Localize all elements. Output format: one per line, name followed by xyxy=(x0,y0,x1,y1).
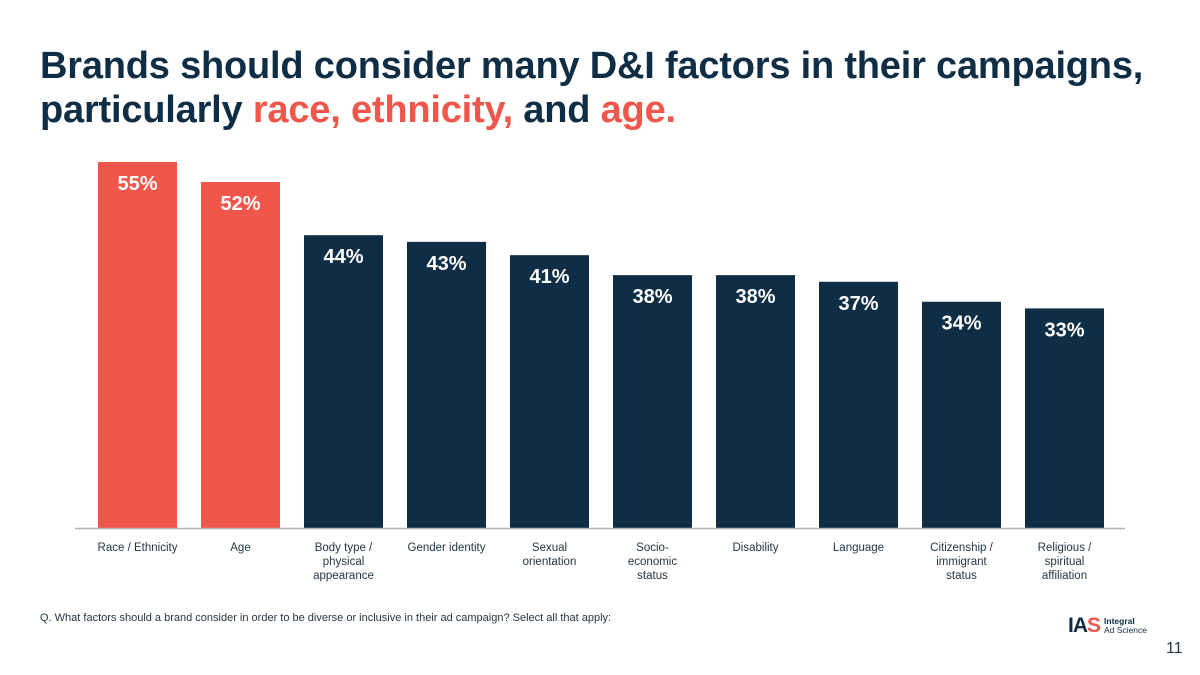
category-label-7-line-0: Language xyxy=(833,542,884,554)
title-highlight-ethnicity: ethnicity, xyxy=(350,89,513,131)
category-label-9-line-2: affiliation xyxy=(1042,570,1087,582)
bar-6 xyxy=(716,275,795,528)
bar-value-label-0: 55% xyxy=(117,173,157,195)
category-label-8-line-2: status xyxy=(946,570,977,582)
page-number: 11 xyxy=(1166,640,1183,657)
survey-question-footnote: Q. What factors should a brand consider … xyxy=(40,612,612,624)
category-label-8-line-0: Citizenship / xyxy=(930,542,993,554)
bar-value-label-7: 37% xyxy=(838,293,878,315)
title-text-particularly: particularly xyxy=(40,89,253,131)
title-highlight-age: age. xyxy=(600,89,676,131)
category-label-5-line-0: Socio- xyxy=(636,542,669,554)
bar-9 xyxy=(1025,308,1104,528)
category-label-6-line-0: Disability xyxy=(732,542,778,554)
category-label-4-line-0: Sexual xyxy=(532,542,567,554)
bar-8 xyxy=(922,301,1001,528)
category-label-0-line-0: Race / Ethnicity xyxy=(98,542,178,554)
logo-mark-s: S xyxy=(1087,614,1101,637)
bar-value-label-1: 52% xyxy=(220,193,260,215)
bar-5 xyxy=(613,275,692,528)
category-label-4-line-1: orientation xyxy=(523,556,577,568)
logo-mark: IAS xyxy=(1068,614,1101,638)
category-label-2-line-0: Body type / xyxy=(315,542,373,554)
category-label-9-line-1: spiritual xyxy=(1045,556,1085,568)
category-label-2-line-2: appearance xyxy=(313,570,374,582)
title-line-1: Brands should consider many D&I factors … xyxy=(40,45,1144,87)
category-label-5-line-1: economic xyxy=(628,556,677,568)
category-label-8-line-1: immigrant xyxy=(936,556,987,568)
bar-1 xyxy=(201,181,280,529)
bar-7 xyxy=(819,281,898,528)
title-text-and: and xyxy=(523,89,591,131)
bar-value-label-4: 41% xyxy=(529,266,569,288)
logo-wordmark: Integral Ad Science xyxy=(1104,617,1147,635)
logo-line-2: Ad Science xyxy=(1104,625,1148,635)
category-label-5-line-2: status xyxy=(637,570,668,582)
category-label-1-line-0: Age xyxy=(230,542,250,554)
category-label-2-line-1: physical xyxy=(323,556,365,568)
bar-value-label-5: 38% xyxy=(632,286,672,308)
logo-mark-ia: IA xyxy=(1068,614,1088,637)
title-line-2: particularly race, ethnicity, and age. xyxy=(40,88,1160,132)
category-label-3-line-0: Gender identity xyxy=(408,542,486,554)
bar-value-label-2: 44% xyxy=(323,246,363,268)
bar-3 xyxy=(407,241,486,528)
bar-4 xyxy=(510,255,589,528)
bar-value-label-6: 38% xyxy=(735,286,775,308)
bar-value-label-8: 34% xyxy=(941,313,981,335)
logo-line-1: Integral xyxy=(1104,616,1135,626)
bar-value-label-3: 43% xyxy=(426,253,466,275)
title-highlight-race: race, xyxy=(252,89,341,131)
ias-logo: IAS Integral Ad Science xyxy=(1068,614,1147,638)
category-label-9-line-0: Religious / xyxy=(1038,542,1092,554)
bar-value-label-9: 33% xyxy=(1044,319,1084,341)
bar-chart: 55% Race / Ethnicity 52% Age 44% Body type / p… xyxy=(75,162,1125,582)
bar-2 xyxy=(304,235,383,528)
slide-title: Brands should consider many D&I factors … xyxy=(40,44,1160,132)
bar-0 xyxy=(98,162,177,528)
